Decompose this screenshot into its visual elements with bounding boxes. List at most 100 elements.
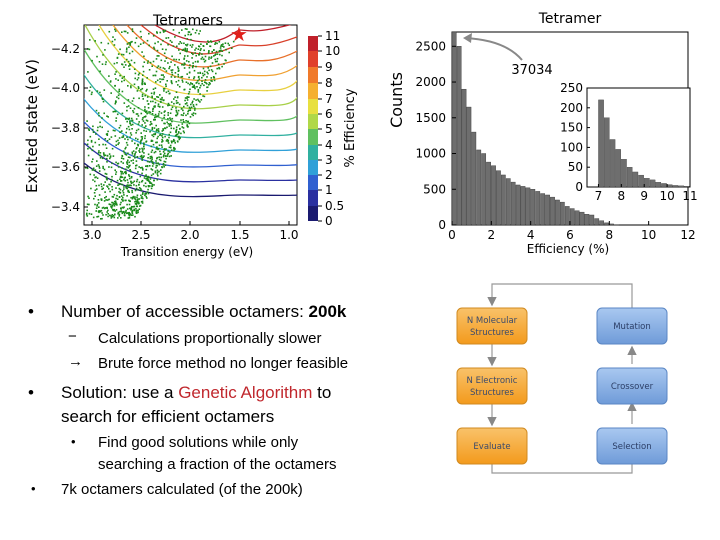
scatter-point <box>176 112 179 114</box>
scatter-point <box>186 102 188 104</box>
scatter-point <box>140 167 142 169</box>
scatter-point <box>126 106 128 108</box>
scatter-point <box>129 120 131 123</box>
scatter-point <box>199 72 201 74</box>
scatter-point <box>191 46 193 48</box>
scatter-point <box>126 163 129 165</box>
scatter-point <box>151 149 154 152</box>
scatter-point <box>128 211 131 214</box>
scatter-point <box>191 66 194 69</box>
scatter-point <box>139 148 141 150</box>
scatter-point <box>97 164 100 166</box>
colorbar-segment <box>308 160 318 175</box>
scatter-point <box>136 156 139 158</box>
scatter-point <box>92 158 94 160</box>
scatter-point <box>104 63 107 66</box>
colorbar-segment <box>308 83 318 99</box>
box-molecular-structures <box>456 307 528 345</box>
scatter-point <box>95 133 97 135</box>
scatter-point <box>163 116 165 119</box>
scatter-point <box>169 151 171 153</box>
scatter-point <box>89 146 91 149</box>
scatter-point <box>103 89 106 91</box>
scatter-point <box>92 169 94 171</box>
scatter-point <box>119 124 122 127</box>
scatter-point <box>180 42 183 44</box>
scatter-point <box>145 165 147 167</box>
hist-y-tick-label: 1500 <box>415 111 446 125</box>
scatter-point <box>125 199 127 202</box>
scatter-point <box>145 193 147 195</box>
scatter-point <box>167 152 170 155</box>
scatter-point <box>210 69 213 71</box>
scatter-point <box>106 140 109 142</box>
scatter-point <box>228 51 230 54</box>
scatter-point <box>132 159 134 161</box>
histogram-bar <box>569 208 575 226</box>
scatter-point <box>178 138 181 141</box>
scatter-point <box>150 174 153 177</box>
histogram-bar <box>535 191 541 226</box>
scatter-point <box>147 177 149 180</box>
scatter-point <box>133 83 136 86</box>
scatter-point <box>157 129 159 132</box>
box-electronic-structures <box>456 367 528 405</box>
scatter-point <box>204 59 207 62</box>
scatter-point <box>186 55 189 57</box>
scatter-point <box>197 91 200 93</box>
scatter-point <box>112 215 115 217</box>
scatter-point <box>177 109 180 112</box>
scatter-point <box>137 201 140 203</box>
scatter-point <box>113 193 116 196</box>
scatter-point <box>109 183 111 186</box>
scatter-point <box>182 109 184 112</box>
scatter-point <box>97 151 100 154</box>
scatter-point <box>137 107 140 109</box>
scatter-point <box>92 145 94 148</box>
scatter-point <box>151 128 154 131</box>
contour-line <box>84 97 297 153</box>
scatter-point <box>149 61 152 64</box>
scatter-point <box>108 30 111 33</box>
scatter-point <box>144 182 147 184</box>
scatter-point <box>138 121 140 123</box>
scatter-point <box>164 122 166 125</box>
scatter-point <box>128 191 130 193</box>
scatter-point <box>161 136 164 139</box>
scatter-point <box>119 131 122 133</box>
scatter-point <box>214 60 217 63</box>
scatter-point <box>189 83 191 86</box>
scatter-point <box>152 110 154 112</box>
scatter-point <box>127 85 129 87</box>
scatter-point <box>126 212 128 215</box>
scatter-point <box>135 187 138 190</box>
histogram-bar <box>550 196 555 226</box>
scatter-point <box>192 112 195 114</box>
scatter-point <box>125 118 127 120</box>
scatter-point <box>165 37 167 39</box>
scatter-point <box>118 191 120 193</box>
scatter-point <box>184 47 187 50</box>
scatter-point <box>118 213 121 216</box>
scatter-point <box>149 130 151 133</box>
scatter-point <box>166 155 169 157</box>
scatter-point <box>128 215 131 217</box>
scatter-point <box>213 79 216 82</box>
scatter-point <box>161 96 163 99</box>
box-selection-label: Selection <box>612 442 651 452</box>
scatter-point <box>129 169 131 171</box>
scatter-point <box>146 179 149 182</box>
scatter-point <box>92 216 95 219</box>
scatter-point <box>186 99 189 101</box>
scatter-point <box>161 146 163 148</box>
scatter-point <box>102 206 105 209</box>
colorbar-tick-label: 7 <box>325 92 333 106</box>
scatter-point <box>168 104 171 106</box>
scatter-point <box>131 140 133 142</box>
scatter-point <box>99 91 101 94</box>
hist-x-tick-label: 4 <box>527 228 535 242</box>
colorbar-tick-label: 2 <box>325 168 333 182</box>
scatter-point <box>141 180 143 183</box>
scatter-point <box>206 71 208 74</box>
scatter-point <box>112 110 115 113</box>
